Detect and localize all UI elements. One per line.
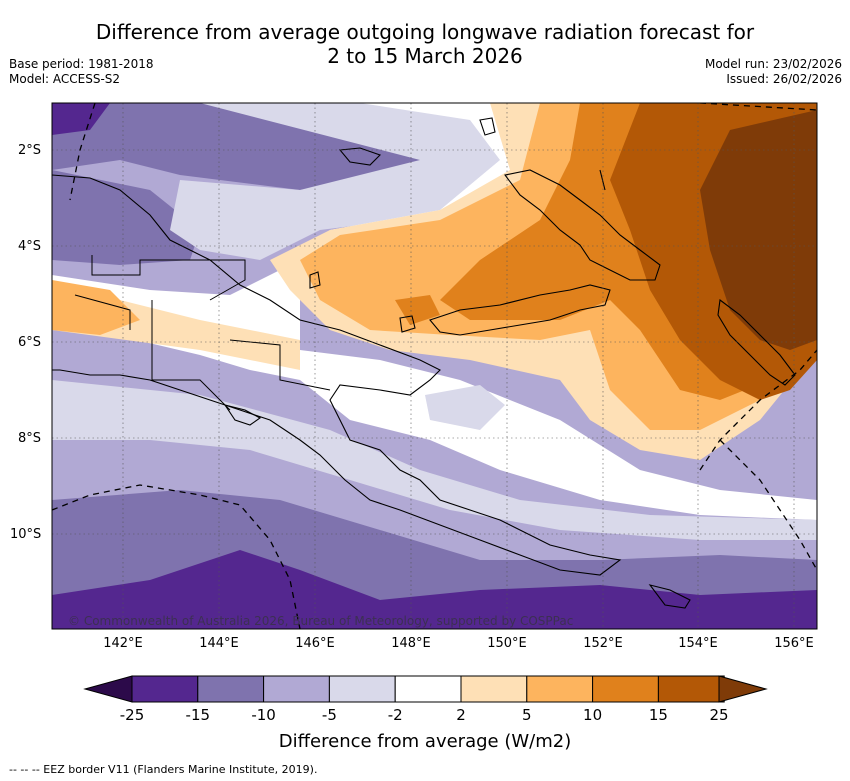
colorbar-extend-high [718, 675, 768, 703]
lat-label: 4°S [18, 239, 42, 254]
top-left-dark [52, 103, 110, 135]
lon-label: 152°E [583, 636, 623, 651]
chart-title-line2: 2 to 15 March 2026 [327, 44, 523, 68]
lon-label: 146°E [295, 636, 335, 651]
map-frame [51, 102, 818, 630]
left-purple [52, 170, 200, 265]
colorbar-tick: -5 [321, 706, 337, 724]
base-period: Base period: 1981-2018 [9, 57, 154, 71]
lavender-top [170, 103, 520, 260]
province-borders [74, 255, 331, 411]
colorbar-tick: 15 [648, 706, 668, 724]
lat-label: 2°S [18, 143, 42, 158]
purple-dark-bottom [52, 550, 817, 629]
coastlines [52, 117, 796, 609]
copyright-notice: © Commonwealth of Australia 2026, Bureau… [68, 614, 574, 628]
lon-label: 142°E [103, 636, 143, 651]
colorbar-cell [328, 675, 396, 703]
issued-date: Issued: 26/02/2026 [726, 72, 842, 86]
lon-label: 144°E [199, 636, 239, 651]
colorbar-cell [197, 675, 265, 703]
meta-left: Base period: 1981-2018 Model: ACCESS-S2 [9, 57, 154, 87]
colorbar-tick: 10 [583, 706, 603, 724]
orange-left [52, 280, 140, 335]
lat-label: 6°S [18, 335, 42, 350]
lat-label: 10°S [10, 527, 42, 542]
model-run: Model run: 23/02/2026 [704, 57, 842, 71]
lavender-patch [425, 385, 505, 430]
colorbar-tick: 2 [456, 706, 466, 724]
colorbar-cell [263, 675, 330, 703]
colorbar [83, 675, 768, 703]
colorbar-extend-low [83, 675, 133, 703]
eez-borders [52, 103, 817, 629]
colorbar-tick: 5 [522, 706, 532, 724]
colorbar-cell [460, 675, 528, 703]
colorbar-tick: -25 [119, 706, 145, 724]
colorbar-tick: -2 [387, 706, 403, 724]
colorbar-label: Difference from average (W/m2) [278, 731, 572, 752]
anomaly-field [52, 103, 817, 629]
lon-label: 156°E [774, 636, 814, 651]
colorbar-cell [131, 675, 199, 703]
gridlines [52, 103, 817, 629]
chart-title-line1: Difference from average outgoing longwav… [95, 20, 755, 44]
lat-label: 8°S [18, 431, 42, 446]
lon-label: 150°E [487, 636, 527, 651]
meta-right: Model run: 23/02/2026 Issued: 26/02/2026 [705, 57, 842, 87]
lon-label: 148°E [391, 636, 431, 651]
darkest-brown [700, 110, 817, 350]
eez-legend: -- -- -- EEZ border V11 (Flanders Marine… [9, 763, 318, 776]
white-band [52, 103, 817, 520]
colorbar-cell [657, 675, 725, 703]
lon-label: 154°E [678, 636, 718, 651]
colorbar-tick: -15 [185, 706, 211, 724]
colorbar-cell [592, 675, 659, 703]
colorbar-cell [526, 675, 594, 703]
colorbar-tick: -10 [251, 706, 276, 724]
colorbar-tick: 25 [709, 706, 729, 724]
model-name: Model: ACCESS-S2 [9, 72, 121, 86]
colorbar-cell [394, 675, 462, 703]
